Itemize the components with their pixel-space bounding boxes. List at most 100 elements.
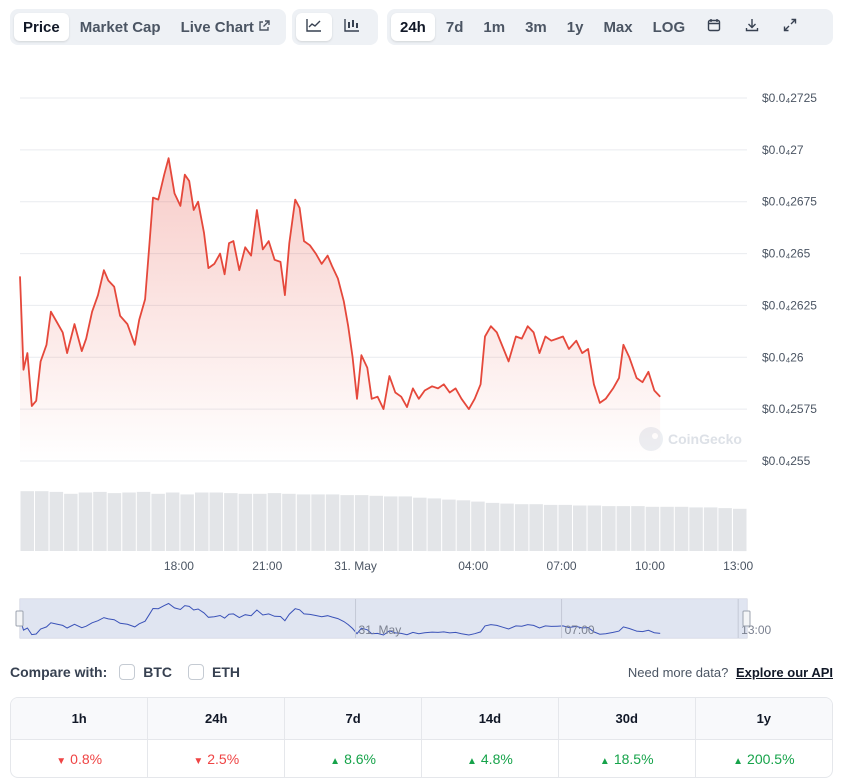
volume-bar (703, 507, 718, 551)
volume-bar (253, 493, 267, 551)
arrow-down-icon: ▼ (193, 756, 204, 768)
navigator-right-handle[interactable] (742, 610, 751, 627)
compare-btc-checkbox[interactable]: BTC (119, 664, 172, 680)
volume-bar (122, 492, 136, 551)
volume-bar (209, 492, 223, 551)
price-area (20, 158, 661, 461)
range-tab-1y[interactable]: 1y (566, 18, 584, 36)
compare-eth-label: ETH (212, 664, 241, 680)
compare-label: Compare with: (10, 664, 108, 680)
volume-bar (165, 492, 180, 551)
line-chart-button[interactable] (296, 13, 332, 41)
volume-bar (354, 495, 369, 551)
volume-bar (558, 504, 572, 551)
volume-bar (616, 506, 631, 551)
candlestick-button[interactable] (334, 13, 370, 41)
navigator-selection[interactable] (20, 599, 747, 638)
navigator-left-handle[interactable] (15, 610, 24, 627)
y-tick-label: $0.0₄2725 (762, 91, 817, 105)
volume-bar (471, 501, 485, 551)
range-tab-log[interactable]: LOG (652, 18, 686, 36)
volume-bar (267, 493, 282, 551)
compare-btc-label: BTC (143, 664, 173, 680)
chart-type-tabs: Price Market Cap Live Chart (10, 9, 286, 45)
volume-bar (398, 496, 412, 551)
volume-bar (296, 494, 311, 551)
x-tick-label: 07:00 (547, 559, 577, 573)
volume-bar (456, 500, 471, 551)
y-tick-label: $0.0₄2625 (762, 298, 817, 312)
api-prompt: Need more data? Explore our API (628, 665, 833, 680)
perf-period-30d: 30d (558, 698, 696, 740)
tab-live-chart[interactable]: Live Chart (172, 13, 279, 41)
x-tick-label: 31. May (334, 559, 377, 573)
range-tab-3m[interactable]: 3m (525, 18, 547, 36)
perf-change-14d: ▲ 4.8% (421, 739, 559, 777)
chart-toolbar: Price Market Cap Live Chart 24h 7d 1m 3m 1y M… (10, 9, 833, 45)
line-chart-icon (306, 18, 322, 36)
range-tab-7d[interactable]: 7d (445, 18, 464, 36)
checkbox-box[interactable] (119, 664, 136, 680)
expand-button[interactable] (772, 13, 808, 41)
volume-bar (587, 505, 602, 551)
range-tab-24h[interactable]: 24h (391, 13, 435, 41)
arrow-up-icon: ▲ (330, 756, 341, 768)
y-tick-label: $0.0₄265 (762, 247, 811, 261)
price-line (19, 157, 661, 410)
volume-bar (369, 495, 383, 552)
perf-change-1h: ▼ 0.8% (11, 739, 149, 777)
volume-bar (384, 496, 398, 551)
x-tick-label: 21:00 (252, 559, 282, 573)
volume-bar (180, 494, 194, 551)
volume-bar (543, 504, 558, 551)
performance-table: 1h 24h 7d 14d 30d 1y ▼ 0.8% ▼ 2.5% ▲ 8.6% ▲ 4.8% ▲ 18.… (10, 697, 833, 778)
volume-bar (93, 491, 107, 551)
volume-bar (674, 506, 689, 551)
perf-change-30d: ▲ 18.5% (558, 739, 696, 777)
compare-eth-checkbox[interactable]: ETH (188, 664, 240, 680)
range-tabs: 24h 7d 1m 3m 1y Max LOG (387, 9, 833, 45)
volume-bar (514, 504, 529, 551)
x-tick-label: 04:00 (458, 559, 488, 573)
volume-bar (238, 493, 253, 551)
volume-bar (427, 498, 442, 552)
watermark-text: CoinGecko (668, 431, 742, 447)
range-tab-1m[interactable]: 1m (483, 18, 506, 36)
volume-bar (631, 506, 645, 551)
x-axis-labels: 18:00 21:00 31. May 04:00 07:00 10:00 13:00 (164, 559, 754, 573)
y-tick-label: $0.0₄2575 (762, 402, 817, 416)
perf-change-1y: ▲ 200.5% (695, 739, 832, 777)
tab-price[interactable]: Price (14, 13, 69, 41)
volume-bar (645, 506, 660, 551)
y-tick-label: $0.0₄255 (762, 454, 811, 468)
navigator[interactable]: 31. May 07:00 13:00 (15, 598, 772, 639)
volume-bar (573, 505, 587, 551)
volume-bar (311, 494, 325, 551)
calendar-button[interactable] (696, 13, 732, 41)
explore-api-link[interactable]: Explore our API (735, 664, 833, 680)
api-prompt-text: Need more data? (627, 664, 729, 680)
perf-period-7d: 7d (284, 698, 422, 740)
arrow-up-icon: ▲ (599, 756, 610, 768)
live-chart-label: Live Chart (180, 18, 254, 36)
volume-bar (660, 506, 674, 551)
volume-bar (485, 502, 500, 551)
checkbox-box[interactable] (188, 664, 205, 680)
y-tick-label: $0.0₄26 (762, 350, 804, 364)
perf-change-value: 200.5% (747, 751, 795, 768)
tab-market-cap[interactable]: Market Cap (79, 18, 161, 36)
perf-change-7d: ▲ 8.6% (284, 739, 422, 777)
candlestick-icon (344, 18, 360, 36)
compare-bar: Compare with: BTC ETH Need more data? Ex… (10, 660, 833, 684)
perf-change-value: 2.5% (207, 751, 240, 768)
navigator-tick-label: 31. May (359, 623, 402, 637)
price-chart[interactable]: $0.0₄2725 $0.0₄27 $0.0₄2675 $0.0₄265 $0.0₄26… (0, 60, 853, 650)
volume-bar (718, 508, 732, 551)
perf-change-value: 0.8% (70, 751, 103, 768)
download-button[interactable] (734, 13, 770, 41)
perf-period-1h: 1h (11, 698, 149, 740)
perf-period-24h: 24h (147, 698, 286, 740)
perf-change-value: 18.5% (613, 751, 654, 768)
range-tab-max[interactable]: Max (603, 18, 633, 36)
arrow-up-icon: ▲ (733, 756, 744, 768)
